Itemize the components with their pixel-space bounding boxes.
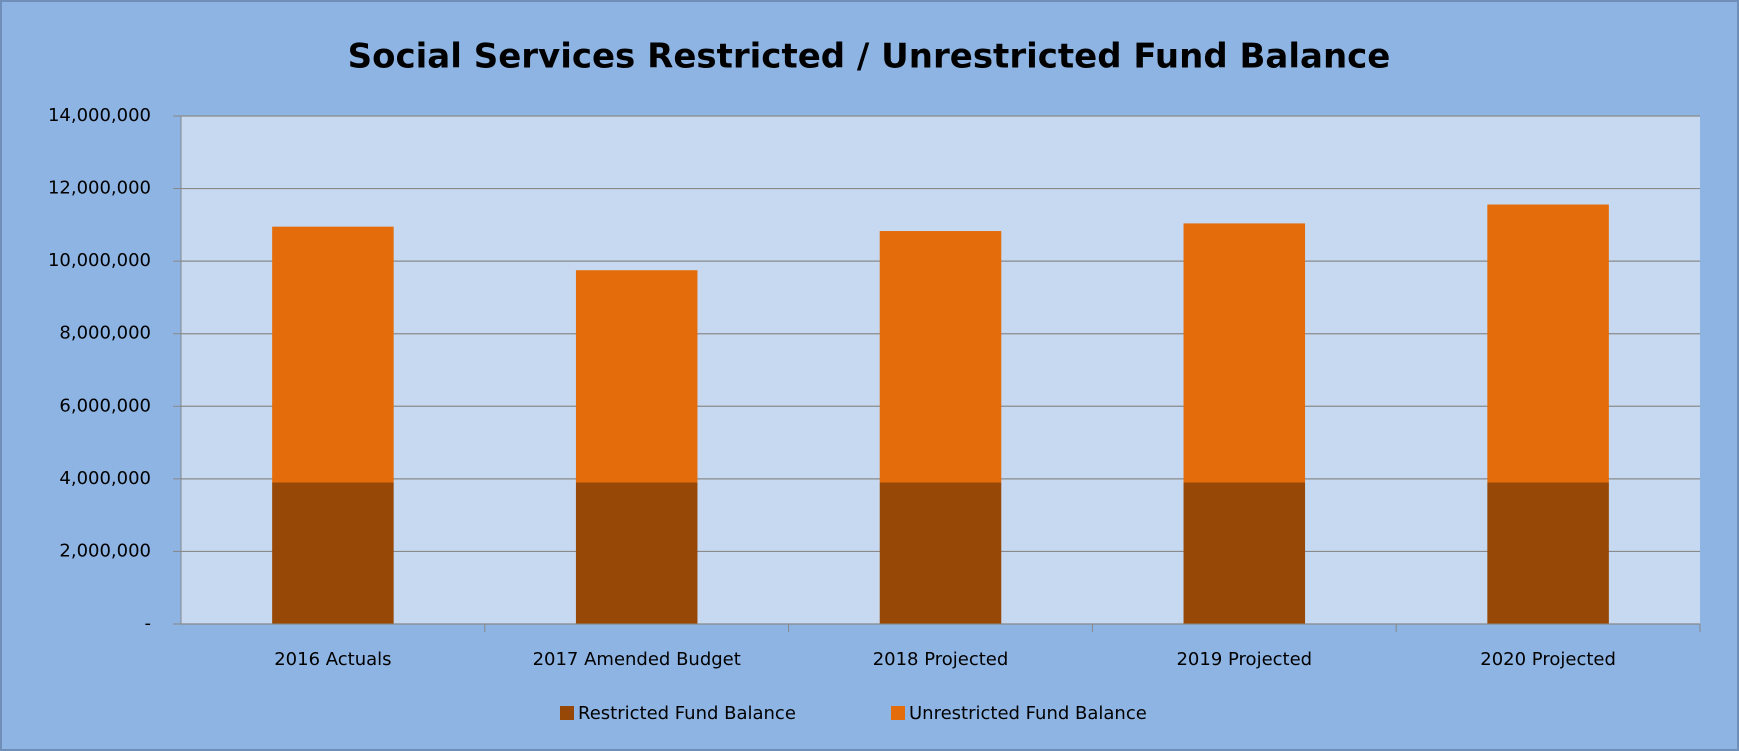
y-tick-label: 14,000,000 (48, 105, 151, 126)
legend-swatch (891, 706, 905, 720)
x-tick-label: 2016 Actuals (274, 649, 391, 670)
bar-segment (1487, 482, 1609, 624)
bar-segment (1183, 223, 1306, 483)
bar-segment (879, 231, 1002, 483)
y-tick-label: - (145, 613, 152, 634)
bar-segment (272, 482, 394, 624)
y-tick-label: 2,000,000 (59, 540, 151, 561)
bar-segment (272, 226, 394, 483)
y-tick-label: 12,000,000 (48, 178, 151, 199)
x-tick-label: 2017 Amended Budget (533, 649, 741, 670)
legend-swatch (560, 706, 574, 720)
legend-label: Unrestricted Fund Balance (909, 703, 1147, 724)
y-tick-label: 8,000,000 (59, 323, 151, 344)
x-tick-label: 2019 Projected (1176, 649, 1312, 670)
legend-label: Restricted Fund Balance (578, 703, 796, 724)
bar-segment (575, 482, 698, 624)
x-tick-label: 2018 Projected (873, 649, 1009, 670)
chart-title: Social Services Restricted / Unrestricte… (348, 37, 1391, 77)
x-tick-label: 2020 Projected (1480, 649, 1616, 670)
bar-segment (575, 270, 698, 483)
y-tick-label: 6,000,000 (59, 395, 151, 416)
y-tick-label: 4,000,000 (59, 468, 151, 489)
bar-segment (1183, 482, 1306, 624)
bar-segment (1487, 204, 1609, 483)
y-tick-label: 10,000,000 (48, 250, 151, 271)
bar-segment (879, 482, 1002, 624)
